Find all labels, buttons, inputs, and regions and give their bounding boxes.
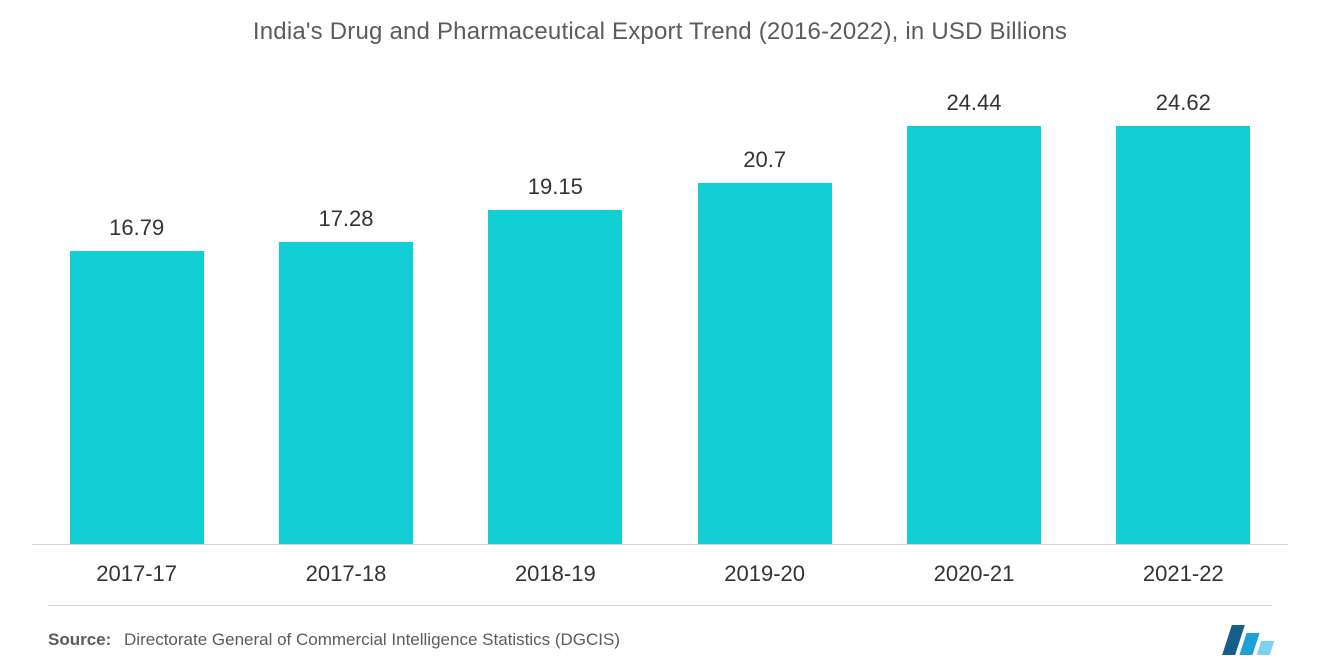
logo-stroke-2 xyxy=(1239,633,1259,655)
source-text: Directorate General of Commercial Intell… xyxy=(124,630,620,649)
chart-container: India's Drug and Pharmaceutical Export T… xyxy=(0,0,1320,665)
bar-slot: 24.44 xyxy=(869,90,1078,544)
brand-logo xyxy=(1227,625,1272,655)
bar-slot: 16.79 xyxy=(32,90,241,544)
bar-slot: 24.62 xyxy=(1079,90,1288,544)
bar-slot: 19.15 xyxy=(451,90,660,544)
bar-slot: 17.28 xyxy=(241,90,450,544)
logo-stroke-3 xyxy=(1257,641,1275,655)
bar-value-label: 17.28 xyxy=(318,206,373,232)
plot-area: 16.79 17.28 19.15 20.7 24.44 24.62 xyxy=(32,90,1288,545)
chart-footer: Source: Directorate General of Commercia… xyxy=(48,605,1272,665)
x-axis-label: 2020-21 xyxy=(869,561,1078,587)
bar-value-label: 19.15 xyxy=(528,174,583,200)
source-attribution: Source: Directorate General of Commercia… xyxy=(48,630,620,650)
x-axis-label: 2018-19 xyxy=(451,561,660,587)
bar-slot: 20.7 xyxy=(660,90,869,544)
bar xyxy=(70,251,204,544)
bar xyxy=(488,210,622,544)
x-axis-labels: 2017-172017-182018-192019-202020-212021-… xyxy=(32,561,1288,587)
x-axis-label: 2017-18 xyxy=(241,561,450,587)
bar xyxy=(1116,126,1250,544)
bars-row: 16.79 17.28 19.15 20.7 24.44 24.62 xyxy=(32,90,1288,544)
bar xyxy=(279,242,413,544)
bar-value-label: 24.62 xyxy=(1156,90,1211,116)
source-label: Source: xyxy=(48,630,111,649)
bar-value-label: 16.79 xyxy=(109,215,164,241)
bar xyxy=(698,183,832,544)
x-axis-label: 2017-17 xyxy=(32,561,241,587)
x-axis-label: 2021-22 xyxy=(1079,561,1288,587)
bar-value-label: 20.7 xyxy=(743,147,786,173)
bar xyxy=(907,126,1041,544)
chart-title: India's Drug and Pharmaceutical Export T… xyxy=(0,0,1320,46)
x-axis-label: 2019-20 xyxy=(660,561,869,587)
bar-value-label: 24.44 xyxy=(946,90,1001,116)
